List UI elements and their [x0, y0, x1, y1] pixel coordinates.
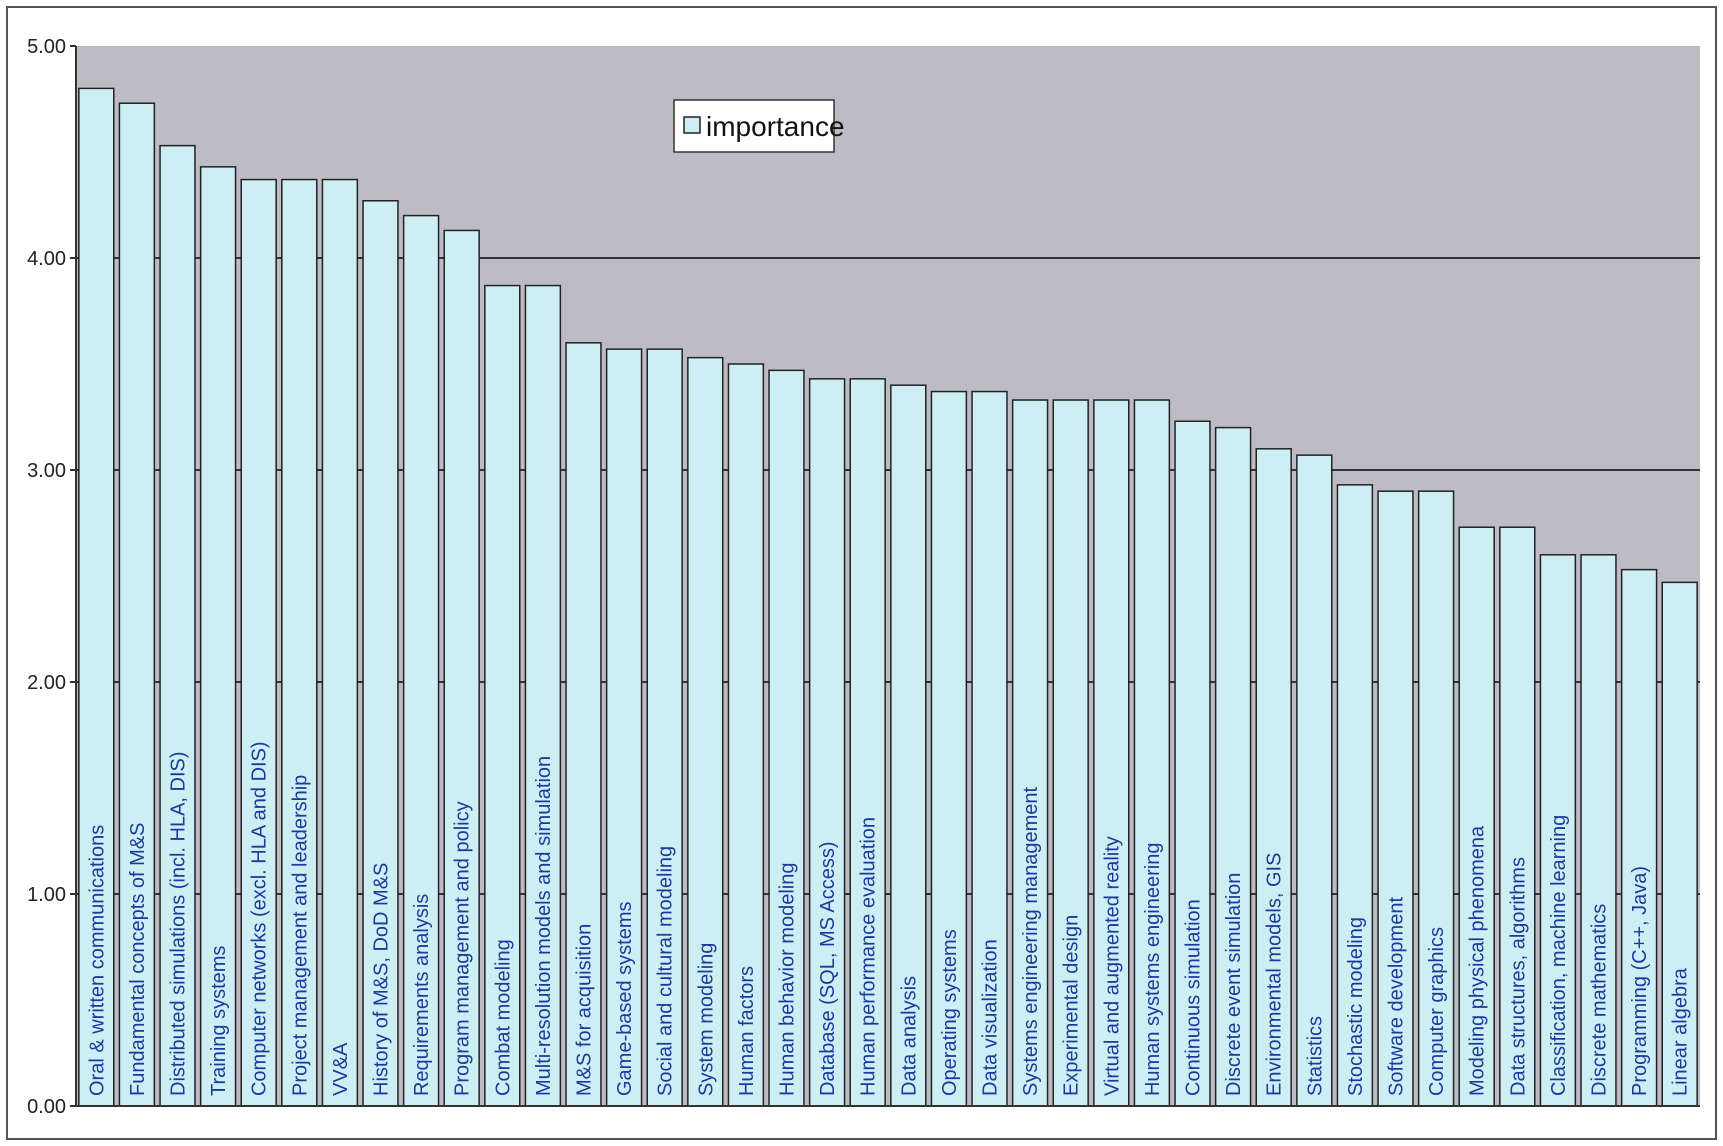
bar-label: Combat modeling: [492, 939, 514, 1096]
bar: [1580, 554, 1617, 1107]
bar-label: Project management and leadership: [289, 775, 311, 1096]
bar-label: Program management and policy: [452, 801, 474, 1096]
bar: [1052, 399, 1089, 1107]
bar-label: Classification, machine learning: [1548, 815, 1570, 1096]
bar-label: Environmental models, GIS: [1264, 853, 1286, 1096]
bar-label: Programming (C++, Java): [1629, 866, 1651, 1096]
bar-label: Game-based systems: [614, 901, 636, 1096]
bar-label: Discrete mathematics: [1589, 904, 1611, 1096]
bar: [1620, 568, 1658, 1107]
bar-label: Virtual and augmented reality: [1101, 836, 1123, 1096]
bar-label: Continuous simulation: [1183, 899, 1205, 1096]
legend-swatch: [683, 116, 701, 134]
y-axis: 0.00 1.00 2.00 3.00 4.00 5.00: [27, 36, 1700, 1118]
bar: [768, 369, 805, 1107]
legend: importance: [673, 99, 845, 153]
bar: [443, 229, 480, 1107]
bar-label: Social and cultural modeling: [655, 846, 677, 1096]
bar-label: Human systems engineering: [1142, 843, 1164, 1096]
bar-label: Oral & written communications: [86, 825, 108, 1096]
bar: [1417, 490, 1455, 1107]
bar: [646, 348, 683, 1107]
bar-label: Multi-resolution models and simulation: [533, 756, 555, 1096]
bar-label: Linear algebra: [1670, 967, 1692, 1096]
bar-label: Computer networks (excl. HLA and DIS): [249, 741, 271, 1096]
bar-label: Stochastic modeling: [1345, 917, 1367, 1096]
bar-label: Human behavior modeling: [777, 863, 799, 1096]
bar-label: Database (SQL, MS Access): [817, 841, 839, 1096]
bars: Oral & written communications Fundamental…: [78, 87, 1698, 1107]
bar: [1336, 484, 1374, 1107]
bar-label: Discrete event simulation: [1223, 873, 1245, 1096]
bar-label: Data structures, algorithms: [1507, 857, 1529, 1096]
bar: [402, 214, 440, 1107]
bar-label: Data visualization: [980, 939, 1002, 1096]
bar: [565, 342, 602, 1107]
bar: [1011, 399, 1049, 1107]
bar: [1661, 581, 1698, 1107]
bar-label: Operating systems: [939, 929, 961, 1096]
bar-label: Modeling physical phenomena: [1467, 825, 1489, 1096]
bar: [1296, 454, 1333, 1107]
legend-label-importance: importance: [706, 111, 845, 142]
y-tick-label: 4.00: [27, 248, 66, 270]
y-tick-label: 3.00: [27, 460, 66, 482]
bar-label: Software development: [1386, 897, 1408, 1096]
bar: [362, 200, 399, 1107]
bar-label: Human factors: [736, 966, 758, 1096]
bar: [1214, 426, 1252, 1107]
bar-label: Statistics: [1304, 1016, 1326, 1096]
bar-label: Data analysis: [898, 976, 920, 1096]
bar: [687, 356, 724, 1107]
bar: [849, 378, 886, 1107]
bar-label: Requirements analysis: [411, 894, 433, 1096]
y-tick-label: 5.00: [27, 36, 66, 58]
bar-label: VV&A: [330, 1042, 352, 1096]
bar: [1458, 526, 1495, 1107]
bar-label: History of M&S, DoD M&S: [371, 863, 393, 1096]
bar: [808, 378, 846, 1107]
bar: [321, 178, 359, 1107]
bar-label: Training systems: [208, 946, 230, 1096]
bar-label: Systems engineering management: [1020, 786, 1042, 1096]
bar: [1093, 399, 1130, 1107]
bar: [605, 348, 643, 1107]
plot-area: [76, 46, 1700, 1106]
y-tick-label: 1.00: [27, 884, 66, 906]
bar: [524, 284, 562, 1107]
y-tick-label: 2.00: [27, 672, 66, 694]
bar-label: M&S for acquisition: [574, 924, 596, 1096]
bar-label: Computer graphics: [1426, 927, 1448, 1096]
bar: [1499, 526, 1536, 1107]
bar: [118, 102, 156, 1107]
bar-label: Fundamental concepts of M&S: [127, 823, 149, 1096]
bar-label: System modeling: [695, 943, 717, 1096]
y-tick-label: 0.00: [27, 1096, 66, 1118]
bar: [971, 390, 1008, 1107]
bar: [281, 178, 318, 1107]
bar-label: Experimental design: [1061, 915, 1083, 1096]
bar-label: Human performance evaluation: [858, 817, 880, 1096]
bar-label: Distributed simulations (incl. HLA, DIS): [168, 751, 190, 1096]
bar: [1174, 420, 1211, 1107]
